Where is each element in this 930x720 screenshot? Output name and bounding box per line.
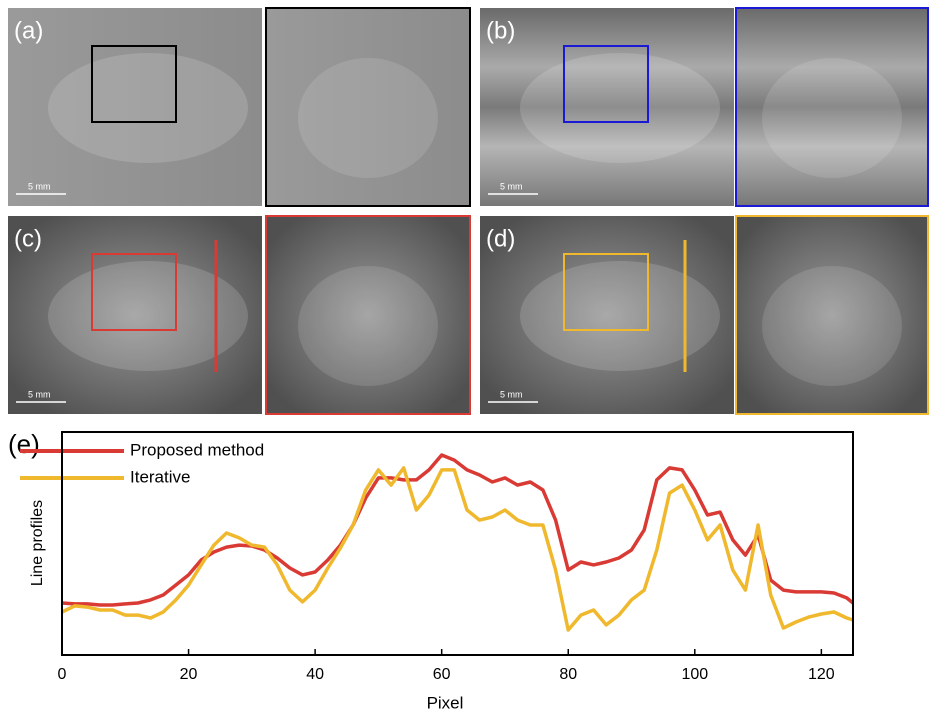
line-series: [62, 468, 853, 630]
panel-label: (b): [486, 17, 515, 44]
scale-label: 5 mm: [500, 389, 523, 399]
x-tick-label: 0: [58, 666, 67, 683]
x-tick-label: 40: [306, 666, 324, 683]
scale-label: 5 mm: [500, 181, 523, 191]
zoom-detail: [762, 266, 902, 386]
x-tick-label: 20: [180, 666, 198, 683]
specimen: [48, 261, 248, 371]
zoom-detail: [298, 58, 438, 178]
panel-label: (a): [14, 17, 43, 44]
y-axis-title: Line profiles: [29, 500, 46, 586]
panel-label: (c): [14, 225, 42, 252]
zoom-detail: [762, 58, 902, 178]
zoom-detail: [298, 266, 438, 386]
scale-label: 5 mm: [28, 389, 51, 399]
legend-label: Proposed method: [130, 440, 264, 459]
specimen: [48, 53, 248, 163]
chart-label: (e): [8, 429, 40, 459]
panel-label: (d): [486, 225, 515, 252]
legend-label: Iterative: [130, 467, 190, 486]
scale-label: 5 mm: [28, 181, 51, 191]
x-tick-label: 100: [681, 666, 708, 683]
x-tick-label: 60: [433, 666, 451, 683]
figure: (a) 5 mm (b) 5 mm (c) 5 mm (d) 5 mm (e) Line pro…: [0, 0, 930, 715]
x-axis-title: Pixel: [427, 693, 464, 712]
x-tick-label: 120: [808, 666, 835, 683]
x-tick-label: 80: [559, 666, 577, 683]
specimen: [520, 53, 720, 163]
specimen: [520, 261, 720, 371]
